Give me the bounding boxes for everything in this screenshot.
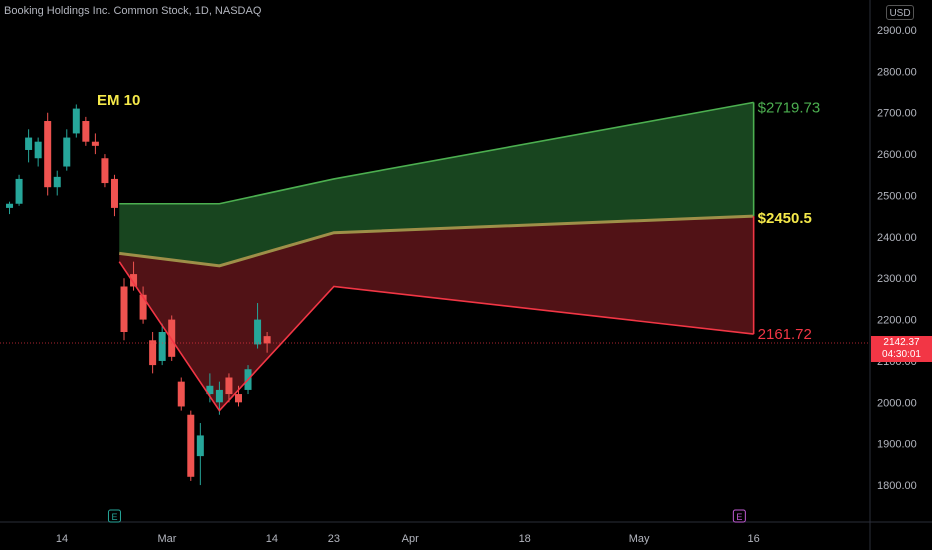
candle-body bbox=[34, 141, 42, 159]
candle-body bbox=[234, 394, 242, 403]
price-tick-label: 2700.00 bbox=[877, 108, 917, 120]
candle-body bbox=[110, 178, 118, 208]
time-tick-label: 14 bbox=[56, 533, 68, 545]
price-tick-label: 2000.00 bbox=[877, 397, 917, 409]
time-tick-label: Apr bbox=[402, 533, 419, 545]
candle-body bbox=[196, 435, 204, 457]
candle-body bbox=[63, 137, 71, 167]
candle-body bbox=[72, 108, 80, 134]
candle-body bbox=[149, 340, 157, 366]
time-tick-label: 16 bbox=[748, 533, 760, 545]
candle-body bbox=[225, 377, 233, 395]
chart-title: Booking Holdings Inc. Common Stock, 1D, … bbox=[4, 5, 262, 17]
candle-body bbox=[254, 319, 262, 345]
candle-body bbox=[101, 158, 109, 184]
time-tick-label: 18 bbox=[519, 533, 531, 545]
candle-body bbox=[53, 176, 61, 188]
time-tick-label: 14 bbox=[266, 533, 278, 545]
time-tick-label: Mar bbox=[157, 533, 176, 545]
middle-band-label: $2450.5 bbox=[758, 210, 812, 227]
current-price-tag: 2142.37 04:30:01 bbox=[871, 336, 932, 362]
candle-body bbox=[139, 294, 147, 320]
upper-band-fill bbox=[119, 102, 754, 266]
earnings-marker bbox=[732, 509, 746, 523]
price-tick-label: 2200.00 bbox=[877, 315, 917, 327]
countdown-timer: 04:30:01 bbox=[882, 349, 921, 360]
earnings-marker-label: E bbox=[111, 512, 117, 522]
candle-body bbox=[187, 414, 195, 477]
candle-body bbox=[15, 178, 23, 204]
expected-move-lines bbox=[118, 101, 755, 412]
lower-band-line bbox=[118, 261, 754, 412]
price-tick-label: 2400.00 bbox=[877, 232, 917, 244]
price-tick-label: 2800.00 bbox=[877, 66, 917, 78]
current-price-value: 2142.37 bbox=[883, 337, 920, 348]
candle-body bbox=[120, 286, 128, 333]
currency-button[interactable]: USD bbox=[886, 5, 914, 20]
earnings-marker-label: E bbox=[736, 512, 742, 522]
upper-band-line bbox=[119, 101, 754, 205]
price-tick-label: 1800.00 bbox=[877, 480, 917, 492]
expected-move-fills bbox=[119, 102, 754, 411]
candle-body bbox=[206, 385, 214, 395]
candle-body bbox=[82, 121, 90, 142]
candle-body bbox=[44, 121, 52, 188]
candle-body bbox=[130, 274, 138, 287]
price-tick-label: 2900.00 bbox=[877, 25, 917, 37]
time-tick-label: May bbox=[629, 533, 650, 545]
price-tick-label: 1900.00 bbox=[877, 439, 917, 451]
candle-body bbox=[168, 319, 176, 357]
candle-body bbox=[177, 381, 185, 407]
earnings-marker bbox=[107, 509, 121, 523]
expected-move-labels: EM 10 $2719.73 $2450.5 2161.72 bbox=[97, 92, 820, 343]
candle-body bbox=[91, 141, 99, 146]
candle-body bbox=[158, 332, 166, 361]
time-axis: 14 Mar 14 23 Apr 18 May 16 bbox=[56, 533, 760, 545]
lower-band-fill bbox=[119, 216, 754, 411]
middle-band-line bbox=[119, 214, 754, 268]
candle-body bbox=[6, 203, 14, 208]
price-tick-label: 2500.00 bbox=[877, 190, 917, 202]
candle-body bbox=[25, 137, 33, 150]
candles bbox=[6, 104, 271, 486]
candle-body bbox=[215, 389, 223, 403]
candle-body bbox=[263, 336, 271, 344]
price-tick-label: 2600.00 bbox=[877, 149, 917, 161]
price-tick-label: 2300.00 bbox=[877, 273, 917, 285]
upper-band-label: $2719.73 bbox=[758, 99, 821, 116]
time-tick-label: 23 bbox=[328, 533, 340, 545]
em-label: EM 10 bbox=[97, 92, 140, 109]
lower-band-label: 2161.72 bbox=[758, 326, 812, 343]
price-axis: 2900.00 2800.00 2700.00 2600.00 2500.00 2400.… bbox=[877, 25, 917, 492]
